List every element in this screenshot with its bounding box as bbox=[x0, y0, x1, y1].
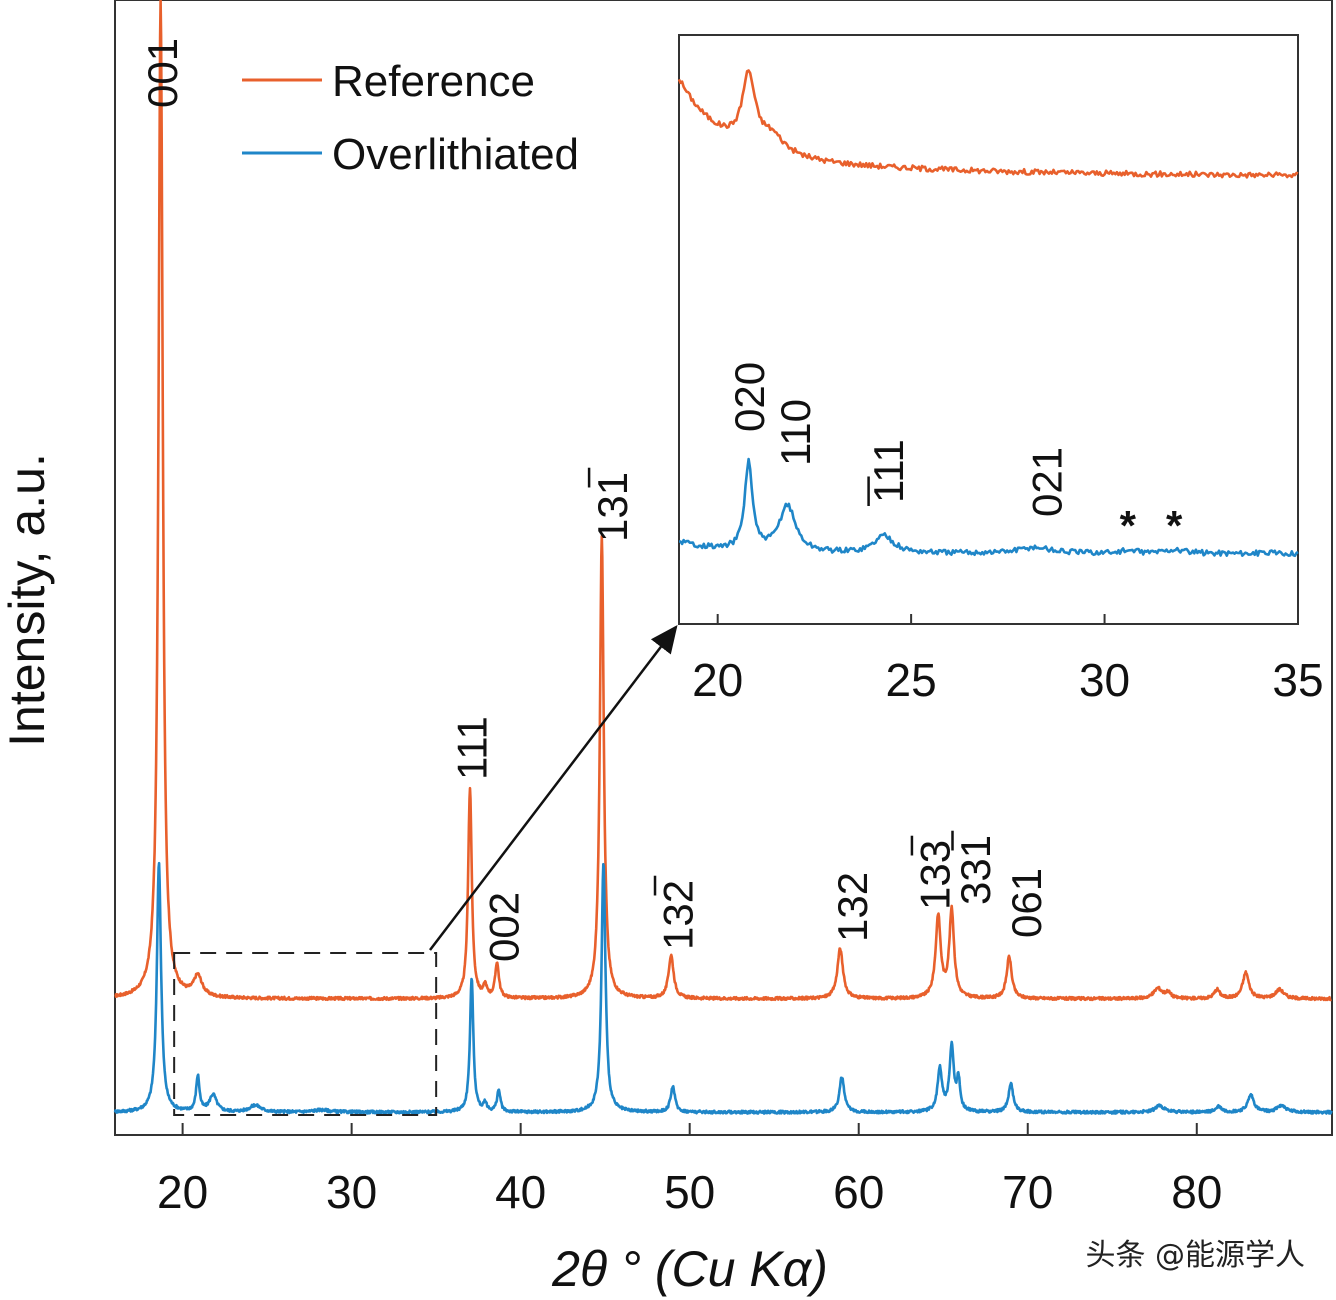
x-tick-label: 20 bbox=[157, 1166, 208, 1218]
inset-series-group bbox=[677, 69, 1299, 558]
main-x-ticks: 20 30 40 50 60 70 80 bbox=[157, 1123, 1222, 1218]
peak-label: 131 bbox=[589, 472, 636, 542]
legend: Reference Overlithiated bbox=[242, 57, 579, 179]
peak-label: 331 bbox=[952, 835, 999, 905]
zoom-arrow bbox=[429, 625, 678, 951]
legend-overlithiated-label: Overlithiated bbox=[332, 130, 579, 179]
inset-x-tick-label: 25 bbox=[886, 654, 937, 706]
peak-label: 002 bbox=[481, 892, 528, 962]
peak-label: 021 bbox=[1024, 447, 1071, 517]
peak-label: 061 bbox=[1003, 868, 1050, 938]
main-series-group bbox=[113, 0, 1333, 1115]
zoom-region-box bbox=[173, 952, 438, 1116]
peak-label: 110 bbox=[772, 399, 819, 466]
x-tick-label: 70 bbox=[1002, 1166, 1053, 1218]
peak-label: 111 bbox=[449, 716, 496, 780]
inset-x-ticks: 20 25 30 35 bbox=[692, 614, 1324, 706]
x-axis-title: 2θ ° (Cu Kα) bbox=[551, 1241, 828, 1297]
inset-x-tick-label: 30 bbox=[1079, 654, 1130, 706]
x-tick-label: 50 bbox=[664, 1166, 715, 1218]
peak-label: 111 bbox=[865, 439, 912, 503]
inset-series-reference-line bbox=[677, 69, 1299, 179]
impurity-marker: * bbox=[1166, 502, 1183, 549]
main-plot-frame bbox=[114, 0, 1333, 1136]
impurity-marker: * bbox=[1120, 502, 1137, 549]
peak-label: 132 bbox=[655, 880, 702, 950]
y-axis-title: Intensity, a.u. bbox=[0, 453, 55, 747]
inset-x-tick-label: 35 bbox=[1272, 654, 1323, 706]
inset-x-tick-label: 20 bbox=[692, 654, 743, 706]
x-tick-label: 40 bbox=[495, 1166, 546, 1218]
legend-reference-label: Reference bbox=[332, 57, 535, 106]
peak-label: 001 bbox=[139, 38, 186, 108]
x-tick-label: 30 bbox=[326, 1166, 377, 1218]
x-tick-label: 80 bbox=[1171, 1166, 1222, 1218]
peak-label: 020 bbox=[726, 362, 773, 432]
peak-label: 133 bbox=[912, 840, 959, 910]
inset-series-overlithiated-line bbox=[679, 457, 1299, 558]
series-reference-line bbox=[114, 0, 1333, 1002]
series-overlithiated-line bbox=[113, 861, 1333, 1115]
x-tick-label: 60 bbox=[833, 1166, 884, 1218]
inset-plot-frame bbox=[678, 34, 1299, 625]
peak-label: 132 bbox=[829, 872, 876, 942]
watermark: 头条 @能源学人 bbox=[1085, 1238, 1305, 1273]
